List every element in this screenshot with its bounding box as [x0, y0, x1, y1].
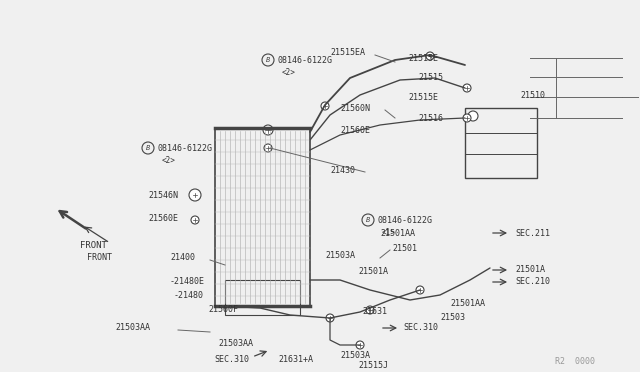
- Circle shape: [191, 216, 199, 224]
- Text: 21503AA: 21503AA: [115, 324, 150, 333]
- Text: 21501A: 21501A: [358, 267, 388, 276]
- Text: B: B: [146, 145, 150, 151]
- Text: <2>: <2>: [162, 155, 176, 164]
- Circle shape: [366, 306, 374, 314]
- Text: 21503A: 21503A: [325, 250, 355, 260]
- Text: SEC.310: SEC.310: [403, 324, 438, 333]
- Text: 21501AA: 21501AA: [380, 228, 415, 237]
- Circle shape: [463, 114, 471, 122]
- Text: 21501A: 21501A: [515, 266, 545, 275]
- Text: -21480E: -21480E: [170, 278, 205, 286]
- Text: 21631+A: 21631+A: [278, 356, 313, 365]
- Text: 21515E: 21515E: [408, 54, 438, 62]
- Circle shape: [356, 341, 364, 349]
- Circle shape: [191, 191, 199, 199]
- Text: 21560E: 21560E: [340, 125, 370, 135]
- Text: B: B: [266, 57, 270, 63]
- Text: 21430: 21430: [330, 166, 355, 174]
- Circle shape: [416, 286, 424, 294]
- Text: 08146-6122G: 08146-6122G: [278, 55, 333, 64]
- Text: 21501AA: 21501AA: [450, 298, 485, 308]
- Text: -21480: -21480: [174, 292, 204, 301]
- Text: 21503A: 21503A: [340, 350, 370, 359]
- Text: 21503: 21503: [440, 314, 465, 323]
- Text: 21501: 21501: [392, 244, 417, 253]
- Circle shape: [463, 84, 471, 92]
- Text: 21400: 21400: [170, 253, 195, 263]
- Text: 21546N: 21546N: [148, 190, 178, 199]
- Text: FRONT: FRONT: [80, 241, 107, 250]
- Text: 21516: 21516: [418, 113, 443, 122]
- Text: B: B: [366, 217, 370, 223]
- Text: 21515EA: 21515EA: [330, 48, 365, 57]
- Text: 08146-6122G: 08146-6122G: [158, 144, 213, 153]
- Circle shape: [468, 111, 478, 121]
- Text: SEC.210: SEC.210: [515, 278, 550, 286]
- Text: 21560E: 21560E: [148, 214, 178, 222]
- Text: 21560N: 21560N: [340, 103, 370, 112]
- Text: FRONT: FRONT: [87, 253, 112, 262]
- Text: 21560F: 21560F: [208, 305, 238, 314]
- Text: <1>: <1>: [382, 228, 396, 237]
- Circle shape: [321, 102, 329, 110]
- Circle shape: [263, 125, 273, 135]
- Text: 21510: 21510: [520, 90, 545, 99]
- Circle shape: [426, 52, 434, 60]
- Text: <2>: <2>: [282, 67, 296, 77]
- Text: 21515: 21515: [418, 73, 443, 81]
- Circle shape: [189, 189, 201, 201]
- Circle shape: [326, 314, 334, 322]
- Text: 21503AA: 21503AA: [218, 339, 253, 347]
- Circle shape: [264, 144, 272, 152]
- Text: SEC.310: SEC.310: [214, 356, 249, 365]
- Text: SEC.211: SEC.211: [515, 228, 550, 237]
- Text: 21515E: 21515E: [408, 93, 438, 102]
- Text: R2  0000: R2 0000: [555, 357, 595, 366]
- Text: 21631: 21631: [362, 308, 387, 317]
- Text: 08146-6122G: 08146-6122G: [378, 215, 433, 224]
- Bar: [215, 128, 310, 306]
- Bar: [225, 280, 300, 315]
- Bar: [465, 108, 537, 178]
- Text: 21515J: 21515J: [358, 360, 388, 369]
